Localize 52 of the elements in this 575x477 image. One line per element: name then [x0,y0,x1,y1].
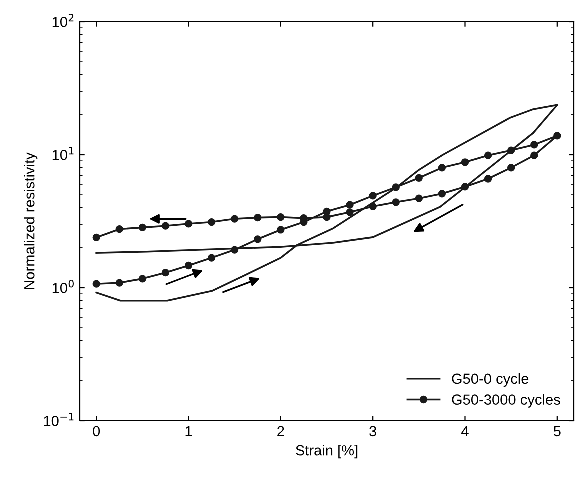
x-axis-title: Strain [%] [296,445,358,459]
line-series [96,104,558,302]
point [392,198,400,206]
point [162,269,170,277]
y-tick-label: 10$^{0}$ [52,280,74,294]
point [138,275,146,283]
point [415,194,423,202]
point [438,164,446,172]
point [208,254,216,262]
point [392,184,400,192]
point [231,246,239,254]
x-tick-label: 5 [554,426,561,437]
point [92,280,100,288]
point [508,164,516,172]
point [508,146,516,154]
point [484,175,492,183]
point [254,214,262,222]
point [277,226,285,234]
point [461,183,470,191]
point [116,226,124,234]
point [530,152,538,160]
point [530,141,538,149]
y-tick-label: 10$^{−1}$ [44,413,74,426]
point [162,222,170,230]
point [346,201,354,209]
point [554,132,562,140]
x-tick-label: 3 [370,426,376,437]
point [208,218,216,226]
point [369,202,377,210]
point [484,152,492,160]
point [184,262,193,270]
point [138,224,146,232]
point [415,174,423,182]
x-tick-label: 2 [278,426,284,436]
y-tick-label: 10$^{2}$ [52,14,74,28]
y-tick-label: 10$^{1}$ [52,147,74,160]
legend-label: G50-3000 cycles [452,394,560,408]
point [254,236,262,244]
y-axis-title: Normalized resistivity [24,152,38,290]
x-tick-label: 1 [186,426,192,436]
legend-label: G50-0 cycle [452,373,529,387]
point [438,190,446,198]
point [461,158,470,166]
point [184,220,193,228]
x-tick-label: 4 [462,426,469,436]
point [346,208,354,216]
point [369,192,377,200]
point [231,215,239,223]
point [92,234,100,242]
point [116,279,124,287]
point [277,213,285,222]
x-tick-label: 0 [93,426,100,437]
